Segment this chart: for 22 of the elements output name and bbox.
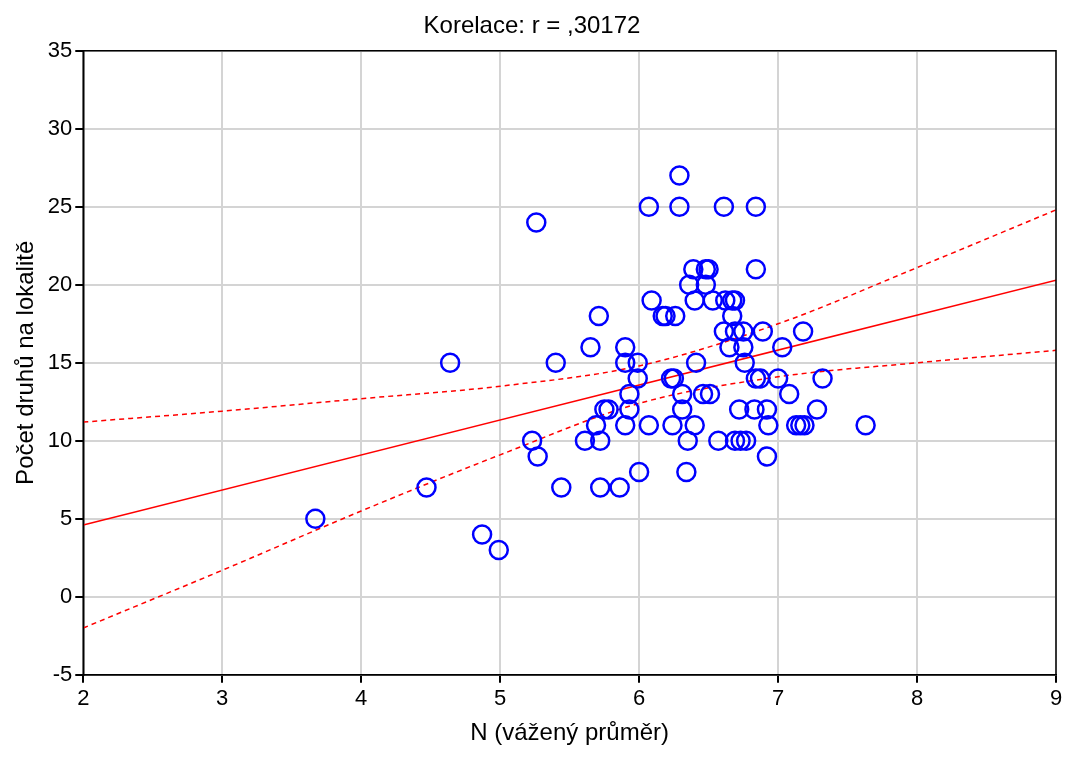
x-axis-title: N (vážený průměr) — [470, 718, 669, 746]
y-tick-label: 15 — [47, 348, 73, 374]
y-tick-label: -5 — [52, 660, 73, 686]
x-tick-label: 5 — [494, 685, 507, 711]
chart-title: Korelace: r = ,30172 — [423, 11, 641, 39]
y-tick-label: 30 — [47, 114, 73, 140]
x-tick-label: 4 — [355, 685, 368, 711]
y-axis-title: Počet druhů na lokalitě — [11, 240, 39, 485]
x-tick-label: 2 — [77, 685, 90, 711]
y-tick-label: 10 — [47, 426, 73, 452]
x-tick-label: 9 — [1049, 685, 1063, 711]
y-tick-label: 20 — [47, 270, 73, 296]
x-tick-label: 8 — [910, 685, 924, 711]
y-tick-label: 35 — [47, 36, 73, 62]
x-tick-label: 7 — [771, 685, 785, 711]
y-tick-label: 0 — [60, 582, 73, 608]
line-series — [83, 349, 1056, 629]
y-tick-label: 25 — [47, 192, 73, 218]
line-series — [83, 209, 1056, 423]
y-tick-label: 5 — [60, 504, 73, 530]
x-tick-label: 3 — [216, 685, 229, 711]
x-tick-label: 6 — [632, 685, 646, 711]
